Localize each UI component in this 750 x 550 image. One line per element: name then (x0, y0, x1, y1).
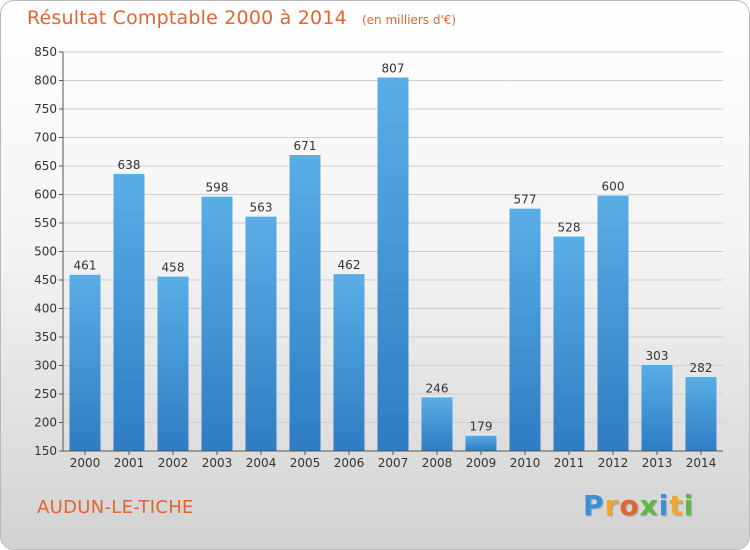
x-tick-label: 2000 (70, 456, 101, 470)
chart-title-block: Résultat Comptable 2000 à 2014 (en milli… (27, 7, 456, 29)
bar-2005 (289, 154, 321, 451)
bar-2010 (509, 207, 541, 451)
y-tick-label: 700 (34, 131, 57, 145)
proxiti-logo: Proxiti (583, 489, 695, 522)
bar-value-label: 807 (382, 62, 405, 76)
axes (59, 51, 723, 455)
bar-2001 (113, 172, 145, 451)
x-tick-label: 2009 (466, 456, 497, 470)
y-tick-label: 450 (34, 273, 57, 287)
y-tick-label: 600 (34, 188, 57, 202)
bar-2006 (333, 273, 365, 451)
bar-value-label: 179 (470, 419, 493, 433)
x-tick-label: 2011 (554, 456, 585, 470)
bar-value-label: 246 (426, 381, 449, 395)
chart-title: Résultat Comptable 2000 à 2014 (27, 7, 347, 29)
y-tick-label: 350 (34, 330, 57, 344)
y-tick-label: 850 (34, 45, 57, 59)
city-name: AUDUN-LE-TICHE (37, 497, 194, 518)
y-tick-label: 800 (34, 74, 57, 88)
x-tick-label: 2001 (114, 456, 145, 470)
x-tick-label: 2006 (334, 456, 365, 470)
y-tick-label: 750 (34, 102, 57, 116)
y-tick-label: 550 (34, 216, 57, 230)
x-tick-label: 2013 (642, 456, 673, 470)
bar-value-label: 461 (74, 259, 97, 273)
bar-2013 (641, 363, 673, 451)
bar-2009 (465, 434, 497, 451)
bar-value-label: 598 (206, 181, 229, 195)
bar-value-label: 303 (646, 349, 669, 363)
bar-2003 (201, 195, 233, 451)
bar-value-label: 462 (338, 258, 361, 272)
bar-value-label: 528 (558, 221, 581, 235)
bar-value-label: 638 (118, 158, 141, 172)
bar-value-label: 563 (250, 201, 273, 215)
x-tick-label: 2004 (246, 456, 277, 470)
bar-2014 (685, 375, 717, 451)
x-tick-label: 2007 (378, 456, 409, 470)
x-tick-label: 2003 (202, 456, 233, 470)
y-tick-label: 650 (34, 159, 57, 173)
x-tick-label: 2002 (158, 456, 189, 470)
chart-unit: (en milliers d'€) (361, 13, 457, 27)
bar-2004 (245, 215, 277, 451)
x-tick-label: 2005 (290, 456, 321, 470)
bar-value-label: 577 (514, 193, 537, 207)
y-tick-label: 250 (34, 387, 57, 401)
y-tick-label: 300 (34, 359, 57, 373)
bar-value-label: 282 (690, 361, 713, 375)
x-tick-label: 2012 (598, 456, 629, 470)
bars (69, 76, 717, 451)
bar-2011 (553, 235, 585, 451)
y-tick-label: 400 (34, 302, 57, 316)
bar-value-label: 458 (162, 260, 185, 274)
x-tick-label: 2010 (510, 456, 541, 470)
bar-2000 (69, 273, 101, 451)
x-tick-label: 2014 (686, 456, 717, 470)
y-tick-label: 500 (34, 245, 57, 259)
bar-2002 (157, 275, 189, 451)
labels: 150 200 250 300 350 400 450 500 550 600 650 700 750 8… (34, 45, 716, 470)
y-tick-label: 150 (34, 444, 57, 458)
bar-2008 (421, 396, 453, 451)
bar-2007 (377, 76, 409, 451)
bar-2012 (597, 194, 629, 451)
x-tick-label: 2008 (422, 456, 453, 470)
bar-value-label: 671 (294, 139, 317, 153)
bar-value-label: 600 (602, 180, 625, 194)
y-tick-label: 200 (34, 416, 57, 430)
